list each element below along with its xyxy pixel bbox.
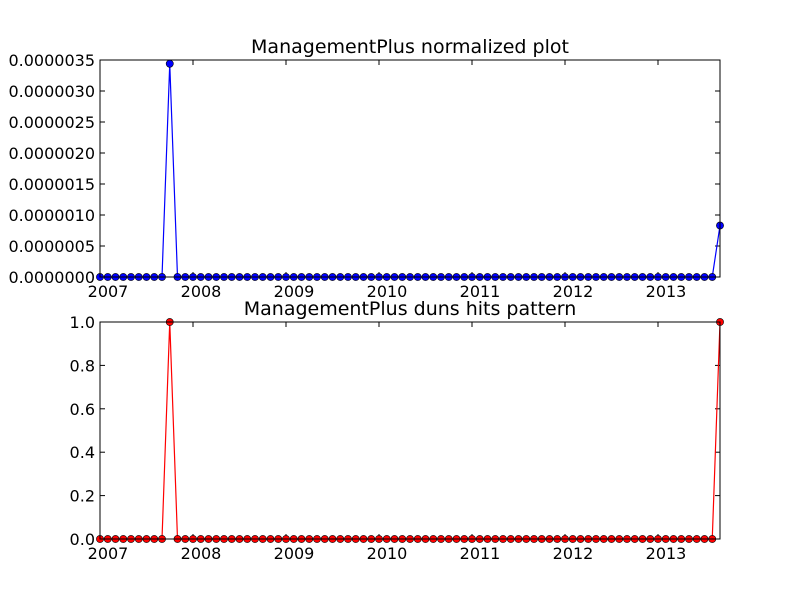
- data-point: [165, 59, 174, 68]
- x-tick-label: 2011: [460, 544, 501, 563]
- x-tick-label: 2008: [181, 282, 222, 301]
- x-tick-label: 2013: [646, 282, 687, 301]
- x-tick-label: 2013: [646, 544, 687, 563]
- y-tick-label: 0.0000030: [8, 82, 95, 101]
- y-tick-label: 0.0: [70, 530, 95, 549]
- y-tick-label: 1.0: [70, 313, 95, 332]
- x-tick-label: 2009: [274, 544, 315, 563]
- y-tick-label: 0.2: [70, 487, 95, 506]
- x-tick-label: 2011: [460, 282, 501, 301]
- x-tick-label: 2007: [88, 282, 129, 301]
- x-tick-label: 2008: [181, 544, 222, 563]
- y-tick-label: 0.0000010: [8, 206, 95, 225]
- plot-frame: [99, 321, 721, 540]
- plot-frame: [99, 59, 721, 278]
- normalized-plot-chart: ManagementPlus normalized plot 0.0000000…: [8, 36, 724, 301]
- y-tick-label: 0.0000035: [8, 51, 95, 70]
- x-tick-label: 2010: [367, 282, 408, 301]
- x-tick-label: 2012: [553, 544, 594, 563]
- x-tick-labels: 2007 2008 2009 2010 2011 2012 2013: [88, 282, 687, 301]
- y-tick-label: 0.0000020: [8, 144, 95, 163]
- y-tick-label: 0.8: [70, 356, 95, 375]
- x-tick-label: 2010: [367, 544, 408, 563]
- y-tick-labels: 0.0 0.2 0.4 0.6 0.8 1.0: [70, 313, 95, 549]
- duns-hits-pattern-chart: ManagementPlus duns hits pattern 0.00.20…: [70, 298, 724, 563]
- x-tick-labels: 2007 2008 2009 2010 2011 2012 2013: [88, 544, 687, 563]
- y-tick-labels: 0.0000000 0.0000005 0.0000010 0.0000015 0.00…: [8, 51, 95, 287]
- x-tick-label: 2009: [274, 282, 315, 301]
- x-tick-label: 2007: [88, 544, 129, 563]
- y-tick-label: 0.6: [70, 400, 95, 419]
- x-tick-label: 2012: [553, 282, 594, 301]
- y-tick-label: 0.0000005: [8, 237, 95, 256]
- y-tick-label: 0.0000000: [8, 268, 95, 287]
- chart-title: ManagementPlus duns hits pattern: [244, 298, 576, 320]
- y-tick-label: 0.0000015: [8, 175, 95, 194]
- y-tick-label: 0.4: [70, 443, 95, 462]
- y-tick-label: 0.0000025: [8, 113, 95, 132]
- chart-title: ManagementPlus normalized plot: [251, 36, 569, 58]
